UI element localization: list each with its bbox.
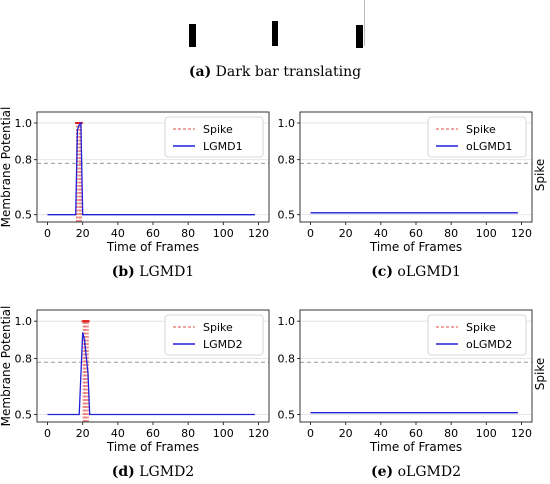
x-tick-label: 20 (339, 427, 353, 440)
caption-a-text: Dark bar translating (215, 64, 362, 80)
y-tick-label: 1.0 (278, 117, 296, 130)
y-tick-label: 0.5 (278, 209, 296, 222)
y-tick-label: 0.8 (15, 154, 33, 167)
legend: Spike oLGMD1 (427, 116, 527, 158)
legend: Spike LGMD1 (164, 116, 264, 158)
caption-text: oLGMD2 (393, 464, 461, 480)
frame-edge-line (364, 0, 365, 46)
y-axis-label: Membrane Potential (0, 306, 13, 427)
x-tick-label: 120 (248, 227, 269, 240)
chart-d: 0 20 40 60 80 100 120 0.5 0.8 1.0 Time of Frames Me… (0, 306, 270, 480)
y-tick-label: 1.0 (278, 315, 296, 328)
x-tick-label: 60 (146, 227, 160, 240)
legend-label-spike: Spike (203, 123, 233, 136)
x-tick-label: 60 (409, 427, 423, 440)
x-tick-label: 0 (307, 427, 314, 440)
y-axis-label: Membrane Potential (0, 107, 13, 228)
x-axis-label: Time of Frames (106, 440, 199, 454)
x-tick-label: 20 (339, 227, 353, 240)
caption-c: (c) oLGMD1 (371, 264, 461, 280)
x-tick-label: 40 (374, 227, 388, 240)
right-axis-label: Spike (533, 159, 547, 191)
y-tick-label: 0.8 (15, 353, 33, 366)
legend-label-spike: Spike (466, 123, 496, 136)
caption-text: oLGMD1 (393, 264, 461, 280)
x-tick-label: 60 (409, 227, 423, 240)
x-axis-label: Time of Frames (369, 440, 462, 454)
x-tick-label: 60 (146, 427, 160, 440)
y-tick-label: 0.5 (15, 209, 33, 222)
x-tick-label: 0 (307, 227, 314, 240)
y-tick-label: 0.8 (278, 154, 296, 167)
x-tick-label: 100 (476, 427, 497, 440)
x-tick-label: 120 (511, 427, 532, 440)
x-tick-label: 100 (213, 427, 234, 440)
dark-bar-3 (356, 25, 363, 48)
x-tick-label: 20 (76, 427, 90, 440)
caption-a: (a) Dark bar translating (0, 64, 550, 80)
legend-label-spike: Spike (466, 321, 496, 334)
x-tick-label: 100 (476, 227, 497, 240)
right-axis-label: Spike (533, 358, 547, 390)
y-tick-label: 0.8 (278, 353, 296, 366)
caption-text: LGMD2 (135, 464, 194, 480)
chart-c: 0 20 40 60 80 100 120 0.5 0.8 1.0 Time of Frames Sp… (278, 111, 547, 280)
y-tick-label: 1.0 (15, 315, 33, 328)
x-tick-label: 80 (181, 427, 195, 440)
legend-label-series: LGMD2 (203, 338, 243, 351)
legend-label-series: oLGMD1 (466, 140, 512, 153)
x-tick-label: 80 (181, 227, 195, 240)
caption-letter: (c) (371, 264, 393, 280)
x-tick-label: 0 (44, 427, 51, 440)
y-tick-label: 1.0 (15, 117, 33, 130)
x-tick-label: 100 (213, 227, 234, 240)
x-tick-label: 120 (511, 227, 532, 240)
x-tick-label: 20 (76, 227, 90, 240)
legend-box (164, 314, 264, 356)
caption-letter: (d) (112, 464, 135, 480)
legend-label-series: oLGMD2 (466, 338, 512, 351)
x-tick-label: 80 (444, 227, 458, 240)
x-tick-label: 120 (248, 427, 269, 440)
dark-bar-2 (272, 21, 278, 46)
x-tick-label: 40 (374, 427, 388, 440)
x-axis-label: Time of Frames (106, 240, 199, 254)
y-tick-label: 0.5 (15, 409, 33, 422)
legend-label-spike: Spike (203, 321, 233, 334)
caption-b: (b) LGMD1 (112, 264, 194, 280)
caption-e: (e) oLGMD2 (371, 464, 461, 480)
dark-bar-1 (189, 24, 196, 47)
x-axis-label: Time of Frames (369, 240, 462, 254)
caption-d: (d) LGMD2 (112, 464, 194, 480)
legend-label-series: LGMD1 (203, 140, 243, 153)
caption-letter: (e) (371, 464, 393, 480)
legend: Spike oLGMD2 (427, 314, 527, 356)
legend-box (164, 116, 264, 158)
y-tick-label: 0.5 (278, 409, 296, 422)
caption-text: LGMD1 (135, 264, 194, 280)
caption-a-letter: (a) (188, 64, 212, 80)
x-tick-label: 80 (444, 427, 458, 440)
series-line-LGMD2 (47, 332, 255, 416)
legend-box (427, 116, 527, 158)
series-line-LGMD1 (47, 121, 255, 216)
x-tick-label: 0 (44, 227, 51, 240)
legend: Spike LGMD2 (164, 314, 264, 356)
x-tick-label: 40 (111, 427, 125, 440)
x-tick-label: 40 (111, 227, 125, 240)
chart-b: 0 20 40 60 80 100 120 0.5 0.8 1.0 Time of Frames Me… (0, 107, 270, 280)
caption-letter: (b) (112, 264, 135, 280)
chart-e: 0 20 40 60 80 100 120 0.5 0.8 1.0 Time of Frames Sp… (278, 309, 547, 480)
legend-box (427, 314, 527, 356)
